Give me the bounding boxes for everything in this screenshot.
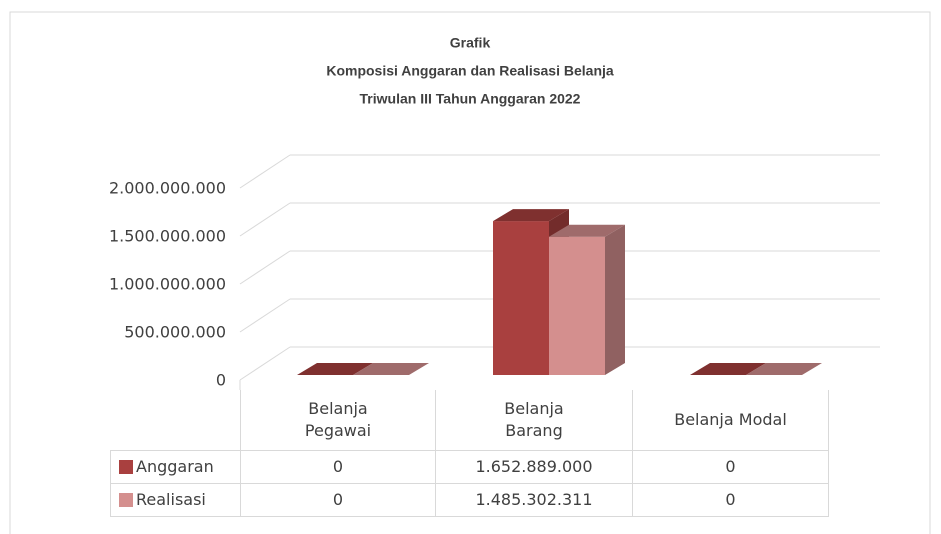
cell-text: 1.485.302.311 bbox=[475, 490, 593, 509]
chart-title: Triwulan III Tahun Anggaran 2022 bbox=[360, 91, 581, 107]
grid-line bbox=[239, 250, 291, 285]
bar-top bbox=[297, 363, 373, 375]
cell-text: 0 bbox=[332, 457, 344, 476]
bar-front bbox=[493, 221, 549, 375]
cell-text: 0 bbox=[332, 490, 344, 509]
category-header: Belanja Modal bbox=[632, 390, 829, 450]
bar-top bbox=[353, 363, 429, 375]
bar-top bbox=[746, 363, 822, 375]
grid-line bbox=[239, 154, 291, 189]
value-cell: 0 bbox=[240, 483, 436, 517]
value-cell: 1.652.889.000 bbox=[435, 450, 633, 484]
chart-title: Grafik bbox=[450, 35, 491, 51]
bar-top bbox=[690, 363, 766, 375]
frame bbox=[9, 11, 931, 534]
legend-label: Realisasi bbox=[136, 490, 206, 509]
cell-text: Belanja Barang bbox=[504, 399, 564, 440]
grid-line bbox=[239, 346, 291, 381]
chart-title: Komposisi Anggaran dan Realisasi Belanja bbox=[326, 63, 614, 79]
cell-text: 0 bbox=[725, 457, 736, 476]
value-cell: 0 bbox=[632, 450, 829, 484]
bar-top bbox=[549, 224, 625, 237]
cell-text: Belanja Modal bbox=[674, 410, 787, 429]
legend-swatch bbox=[119, 493, 133, 507]
legend-cell: Realisasi bbox=[110, 483, 241, 517]
cell-text: 0 bbox=[725, 490, 736, 509]
value-cell: 0 bbox=[240, 450, 436, 484]
bar-side bbox=[605, 224, 625, 375]
legend-cell: Anggaran bbox=[110, 450, 241, 484]
legend-label: Anggaran bbox=[136, 457, 214, 476]
category-header: Belanja Barang bbox=[435, 390, 633, 450]
value-cell: 0 bbox=[632, 483, 829, 517]
bar-top bbox=[493, 209, 569, 222]
grid-line bbox=[239, 298, 291, 333]
legend-swatch bbox=[119, 460, 133, 474]
y-tick-label: 500.000.000 bbox=[124, 323, 226, 342]
y-tick-label: 1.500.000.000 bbox=[109, 227, 226, 246]
y-tick-label: 0 bbox=[216, 371, 226, 390]
category-header: Belanja Pegawai bbox=[240, 390, 436, 450]
cell-text: Belanja Pegawai bbox=[304, 399, 372, 440]
value-cell: 1.485.302.311 bbox=[435, 483, 633, 517]
cell-text: 1.652.889.000 bbox=[475, 457, 593, 476]
bar-front bbox=[549, 236, 605, 375]
y-tick-label: 2.000.000.000 bbox=[109, 179, 226, 198]
y-tick-label: 1.000.000.000 bbox=[109, 275, 226, 294]
grid-line bbox=[239, 202, 291, 237]
